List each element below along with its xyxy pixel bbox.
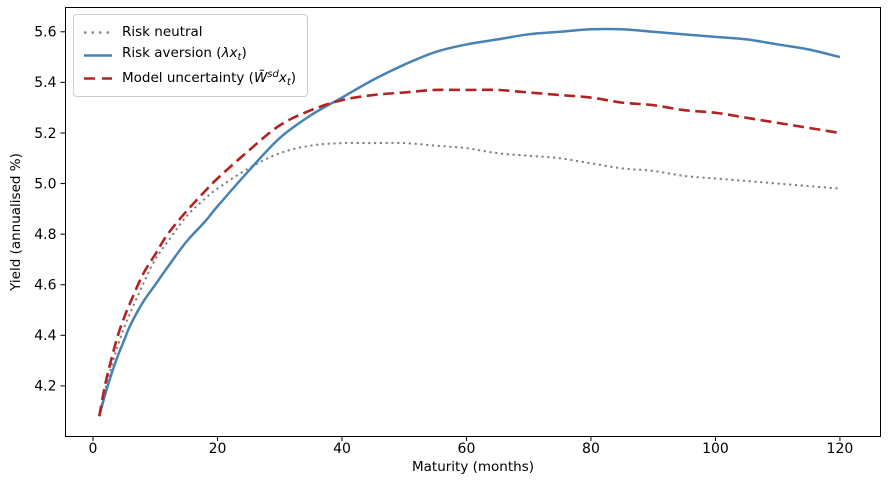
legend-label: Risk neutral xyxy=(122,24,203,40)
series-line-2 xyxy=(97,88,841,417)
y-axis-ticks: 4.2 4.4 4.6 4.8 5.0 5.2 5.4 5.6 xyxy=(34,25,65,395)
x-tick-label: 20 xyxy=(209,441,227,457)
x-axis-label: Maturity (months) xyxy=(412,459,534,475)
x-tick-label: 80 xyxy=(582,441,600,457)
series-line-0 xyxy=(98,141,841,417)
y-tick-label: 5.0 xyxy=(34,176,56,192)
y-tick-label: 5.4 xyxy=(34,75,56,91)
y-tick-label: 5.6 xyxy=(34,25,56,41)
y-axis-label: Yield (annualised %) xyxy=(8,153,24,292)
y-tick-label: 4.8 xyxy=(34,227,56,243)
y-tick-label: 4.6 xyxy=(34,278,56,294)
x-tick-label: 60 xyxy=(458,441,476,457)
y-tick-label: 4.2 xyxy=(34,379,56,395)
legend: Risk neutral Risk aversion (λxt) Model u… xyxy=(73,14,309,97)
dotted-line-swatch-icon xyxy=(84,31,112,34)
legend-label: Risk aversion (λxt) xyxy=(122,45,247,63)
x-tick-label: 100 xyxy=(702,441,729,457)
legend-item-risk-neutral: Risk neutral xyxy=(83,22,296,43)
legend-label: Model uncertainty (W̃sdxt) xyxy=(122,69,297,88)
dashed-line-swatch-icon xyxy=(84,77,112,80)
y-tick-label: 4.4 xyxy=(34,328,56,344)
series-lines xyxy=(97,27,841,417)
solid-line-swatch-icon xyxy=(84,54,112,57)
x-tick-label: 0 xyxy=(89,441,98,457)
plot-area-border xyxy=(65,7,881,437)
x-tick-label: 40 xyxy=(333,441,351,457)
y-tick-label: 5.2 xyxy=(34,126,56,142)
legend-item-risk-aversion: Risk aversion (λxt) xyxy=(83,45,296,66)
series-line-1 xyxy=(98,27,841,417)
legend-item-model-uncertainty: Model uncertainty (W̃sdxt) xyxy=(83,68,296,89)
x-axis-ticks: 0 20 40 60 80 100 120 xyxy=(89,436,854,457)
x-tick-label: 120 xyxy=(827,441,854,457)
